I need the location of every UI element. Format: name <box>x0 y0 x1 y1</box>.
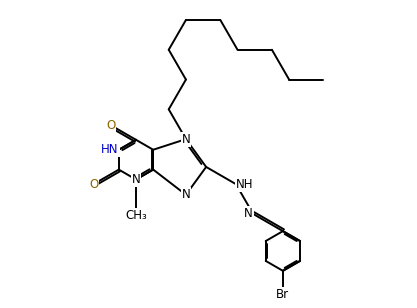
Text: HN: HN <box>101 143 119 156</box>
Text: O: O <box>89 178 98 191</box>
Text: N: N <box>132 173 141 186</box>
Text: N: N <box>181 188 190 201</box>
Text: CH₃: CH₃ <box>125 209 147 222</box>
Text: NH: NH <box>236 178 254 191</box>
Text: Br: Br <box>276 288 289 301</box>
Text: N: N <box>181 133 190 146</box>
Text: N: N <box>244 207 253 221</box>
Text: O: O <box>106 119 116 132</box>
